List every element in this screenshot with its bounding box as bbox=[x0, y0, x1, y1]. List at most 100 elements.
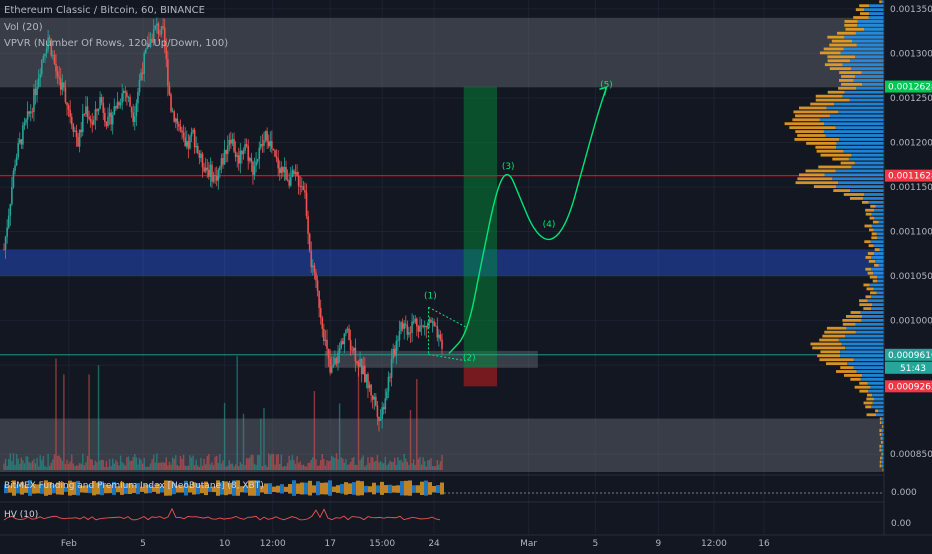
volume-bar bbox=[85, 462, 87, 470]
candle-body bbox=[176, 118, 179, 124]
candle-body bbox=[228, 139, 231, 146]
vpvr-bar-down bbox=[879, 464, 882, 468]
volume-bar bbox=[82, 453, 84, 470]
candle-body bbox=[379, 419, 382, 421]
vpvr-bar-up bbox=[862, 197, 884, 200]
vpvr-bar-down bbox=[799, 173, 825, 177]
candle-body bbox=[258, 147, 261, 159]
vpvr-bar-down bbox=[815, 94, 843, 98]
vpvr-bar-down bbox=[845, 27, 865, 31]
volume-bar bbox=[187, 465, 190, 470]
vpvr-bar-down bbox=[844, 23, 857, 27]
funding-area bbox=[188, 485, 192, 493]
volume-bar bbox=[376, 454, 379, 470]
candle-body bbox=[80, 129, 83, 133]
candle-body bbox=[138, 80, 141, 93]
vpvr-bar-up bbox=[881, 436, 884, 440]
vpvr-bar-down bbox=[832, 157, 849, 161]
candle-body bbox=[214, 174, 216, 176]
vpvr-bar-up bbox=[848, 157, 884, 161]
vpvr-bar-up bbox=[826, 106, 884, 110]
candle-body bbox=[324, 339, 327, 342]
candle-body bbox=[245, 144, 248, 146]
volume-bar bbox=[60, 457, 62, 470]
volume-bar bbox=[255, 465, 257, 470]
volume-bar bbox=[170, 464, 172, 470]
volume-bar bbox=[337, 458, 339, 470]
candle-body bbox=[252, 161, 254, 175]
vpvr-bar-up bbox=[870, 240, 884, 244]
volume-bar bbox=[181, 458, 183, 470]
volume-bar bbox=[179, 455, 182, 470]
vpvr-bar-down bbox=[865, 212, 872, 216]
candle-body bbox=[256, 158, 259, 162]
volume-bar bbox=[99, 460, 101, 470]
price-label-box bbox=[885, 169, 932, 182]
vpvr-bar-down bbox=[867, 252, 874, 255]
volume-bar bbox=[428, 459, 431, 470]
vpvr-bar-up bbox=[870, 385, 884, 389]
volume-bar bbox=[370, 457, 372, 470]
vpvr-bar-up bbox=[855, 31, 884, 35]
funding-area bbox=[304, 482, 308, 495]
vpvr-bar-down bbox=[865, 256, 872, 259]
vpvr-bar-up bbox=[881, 433, 884, 436]
volume-bar bbox=[146, 466, 149, 470]
vpvr-bar-down bbox=[853, 16, 869, 19]
vpvr-bar-down bbox=[874, 263, 879, 267]
funding-area bbox=[208, 486, 212, 492]
candle-body bbox=[162, 26, 164, 28]
funding-area bbox=[256, 480, 260, 496]
x-tick-label: 5 bbox=[140, 539, 146, 549]
vpvr-bar-up bbox=[874, 216, 884, 220]
funding-area bbox=[212, 486, 216, 493]
candle-body bbox=[409, 332, 412, 333]
candle-body bbox=[85, 106, 87, 115]
volume-bar bbox=[285, 466, 287, 470]
candle-body bbox=[127, 96, 130, 98]
volume-bar bbox=[234, 464, 237, 470]
vpvr-bar-up bbox=[864, 193, 884, 196]
vpvr-bar-up bbox=[876, 413, 884, 417]
volume-bar bbox=[148, 466, 150, 470]
vpvr-bar-down bbox=[841, 75, 856, 78]
volume-bar bbox=[30, 463, 32, 470]
top-resistance-zone bbox=[0, 17, 884, 88]
candle-body bbox=[86, 106, 89, 118]
vpvr-bar-up bbox=[844, 90, 884, 94]
volume-bar bbox=[250, 454, 253, 470]
volume-bar bbox=[222, 460, 224, 470]
volume-bar bbox=[387, 463, 390, 470]
volume-bar bbox=[48, 465, 51, 470]
candle-body bbox=[315, 272, 317, 281]
volume-bar bbox=[323, 458, 325, 470]
funding-area bbox=[160, 485, 164, 493]
candle-body bbox=[261, 144, 264, 146]
candle-body bbox=[417, 326, 420, 332]
vpvr-bar-down bbox=[836, 31, 856, 35]
candle-body bbox=[335, 358, 338, 364]
volume-bar bbox=[14, 464, 16, 470]
volume-bar bbox=[200, 457, 202, 470]
candle-body bbox=[149, 38, 152, 47]
vpvr-bar-down bbox=[817, 354, 841, 358]
volume-bar bbox=[211, 462, 213, 470]
vpvr-bar-up bbox=[850, 67, 884, 71]
vpvr-bar-up bbox=[842, 94, 884, 98]
candle-body bbox=[312, 265, 314, 268]
candle-body bbox=[94, 109, 97, 120]
candles bbox=[3, 17, 443, 432]
volume-bar bbox=[134, 453, 136, 470]
x-tick-label: 16 bbox=[758, 539, 770, 549]
vpvr-bar-down bbox=[868, 244, 874, 248]
funding-area bbox=[312, 485, 316, 493]
candle-body bbox=[266, 131, 268, 142]
vpvr-bar-up bbox=[881, 0, 884, 4]
candle-body bbox=[425, 325, 428, 328]
candle-body bbox=[105, 122, 108, 127]
vpvr-bar-up bbox=[836, 145, 884, 149]
candle-body bbox=[239, 150, 242, 164]
